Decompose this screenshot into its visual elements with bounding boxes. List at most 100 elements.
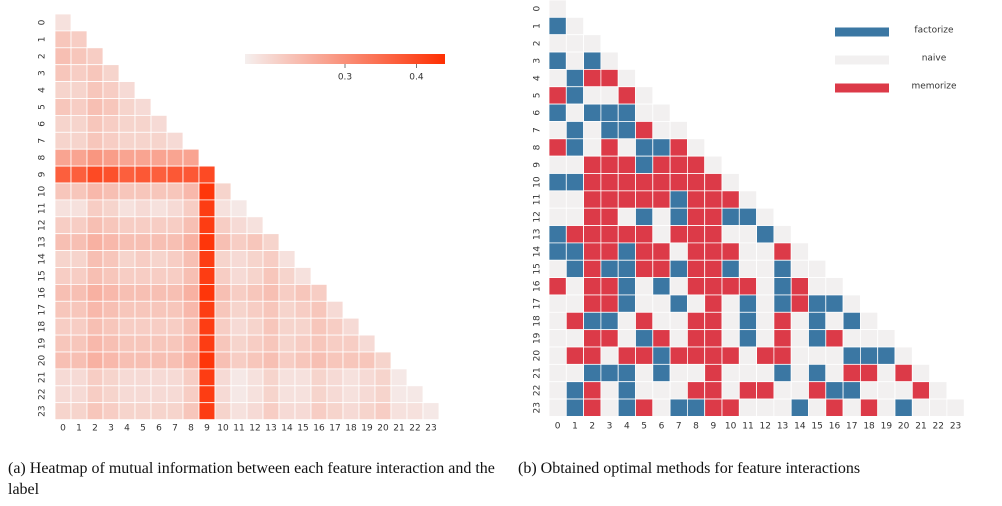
cell bbox=[704, 190, 723, 209]
cell bbox=[310, 351, 328, 370]
cell bbox=[102, 233, 120, 251]
cell bbox=[687, 381, 706, 400]
cell bbox=[166, 199, 184, 218]
cell bbox=[635, 363, 654, 383]
cell bbox=[118, 334, 136, 353]
cell bbox=[548, 207, 567, 226]
cell bbox=[70, 115, 88, 133]
x-tick-label: 7 bbox=[172, 424, 178, 434]
cell bbox=[687, 294, 706, 313]
cell bbox=[860, 363, 879, 383]
cell bbox=[617, 381, 636, 400]
cell bbox=[704, 294, 723, 313]
cell bbox=[617, 207, 636, 226]
cell bbox=[86, 131, 104, 150]
cell bbox=[278, 385, 296, 404]
cell bbox=[54, 81, 72, 99]
cell bbox=[929, 381, 948, 400]
cell bbox=[182, 300, 200, 319]
cell bbox=[54, 368, 72, 387]
x-tick-label: 12 bbox=[760, 422, 771, 432]
cell bbox=[86, 81, 104, 99]
cell bbox=[54, 13, 72, 32]
cell bbox=[773, 398, 792, 417]
cell bbox=[342, 402, 360, 421]
y-tick-label: 13 bbox=[38, 236, 48, 247]
cell bbox=[652, 346, 671, 365]
y-tick-label: 11 bbox=[38, 203, 48, 214]
cell bbox=[230, 385, 248, 404]
cell bbox=[825, 277, 844, 296]
cell bbox=[808, 363, 827, 383]
legend-swatch bbox=[835, 55, 889, 65]
cell bbox=[182, 182, 200, 201]
cell bbox=[278, 250, 296, 268]
cell bbox=[310, 334, 328, 353]
cell bbox=[894, 363, 913, 383]
cell bbox=[310, 300, 328, 319]
cell bbox=[262, 233, 280, 251]
cell bbox=[548, 51, 567, 70]
cell bbox=[326, 300, 344, 319]
cell bbox=[86, 351, 104, 370]
cell bbox=[54, 182, 72, 201]
cell bbox=[278, 334, 296, 353]
cell bbox=[70, 250, 88, 268]
y-tick-label: 0 bbox=[533, 6, 543, 12]
y-tick-label: 4 bbox=[38, 87, 48, 93]
cell bbox=[617, 363, 636, 383]
cell bbox=[617, 225, 636, 244]
cell bbox=[635, 277, 654, 296]
cell bbox=[860, 398, 879, 417]
cell bbox=[652, 225, 671, 244]
cell bbox=[548, 294, 567, 313]
cell bbox=[721, 242, 740, 261]
cell bbox=[929, 398, 948, 417]
x-tick-label: 16 bbox=[829, 422, 841, 432]
cell bbox=[600, 329, 619, 348]
y-tick-label: 21 bbox=[533, 367, 543, 378]
x-tick-label: 16 bbox=[313, 424, 325, 434]
cell bbox=[738, 277, 757, 296]
cell bbox=[565, 329, 584, 348]
cell bbox=[565, 34, 584, 53]
x-tick-label: 2 bbox=[589, 422, 595, 432]
cell bbox=[652, 138, 671, 157]
cell bbox=[182, 199, 200, 218]
cell bbox=[150, 402, 168, 421]
cell bbox=[54, 64, 72, 82]
y-tick-label: 2 bbox=[38, 53, 48, 59]
cell bbox=[166, 351, 184, 370]
cell bbox=[652, 242, 671, 261]
y-tick-label: 9 bbox=[533, 162, 543, 168]
cell bbox=[102, 267, 120, 285]
x-tick-label: 14 bbox=[281, 424, 293, 434]
cell bbox=[565, 259, 584, 279]
cell bbox=[102, 165, 120, 184]
cell bbox=[198, 165, 216, 184]
cell bbox=[635, 86, 654, 105]
cell bbox=[548, 173, 567, 192]
cell bbox=[342, 334, 360, 353]
cell bbox=[548, 155, 567, 174]
x-tick-label: 3 bbox=[607, 422, 613, 432]
cell bbox=[182, 165, 200, 184]
cell bbox=[756, 398, 775, 417]
cell bbox=[704, 173, 723, 192]
cell bbox=[911, 398, 930, 417]
cell bbox=[230, 216, 248, 235]
cell bbox=[166, 131, 184, 150]
cell bbox=[600, 346, 619, 365]
cell bbox=[198, 300, 216, 319]
cell bbox=[70, 385, 88, 404]
cell bbox=[652, 398, 671, 417]
cell bbox=[669, 398, 688, 417]
y-tick-label: 7 bbox=[533, 127, 543, 133]
legend-label: naive bbox=[922, 54, 947, 64]
cell bbox=[790, 329, 809, 348]
cell bbox=[118, 351, 136, 370]
cell bbox=[102, 317, 120, 336]
legend-label: memorize bbox=[911, 82, 957, 92]
x-tick-label: 21 bbox=[393, 424, 404, 434]
cell bbox=[600, 173, 619, 192]
